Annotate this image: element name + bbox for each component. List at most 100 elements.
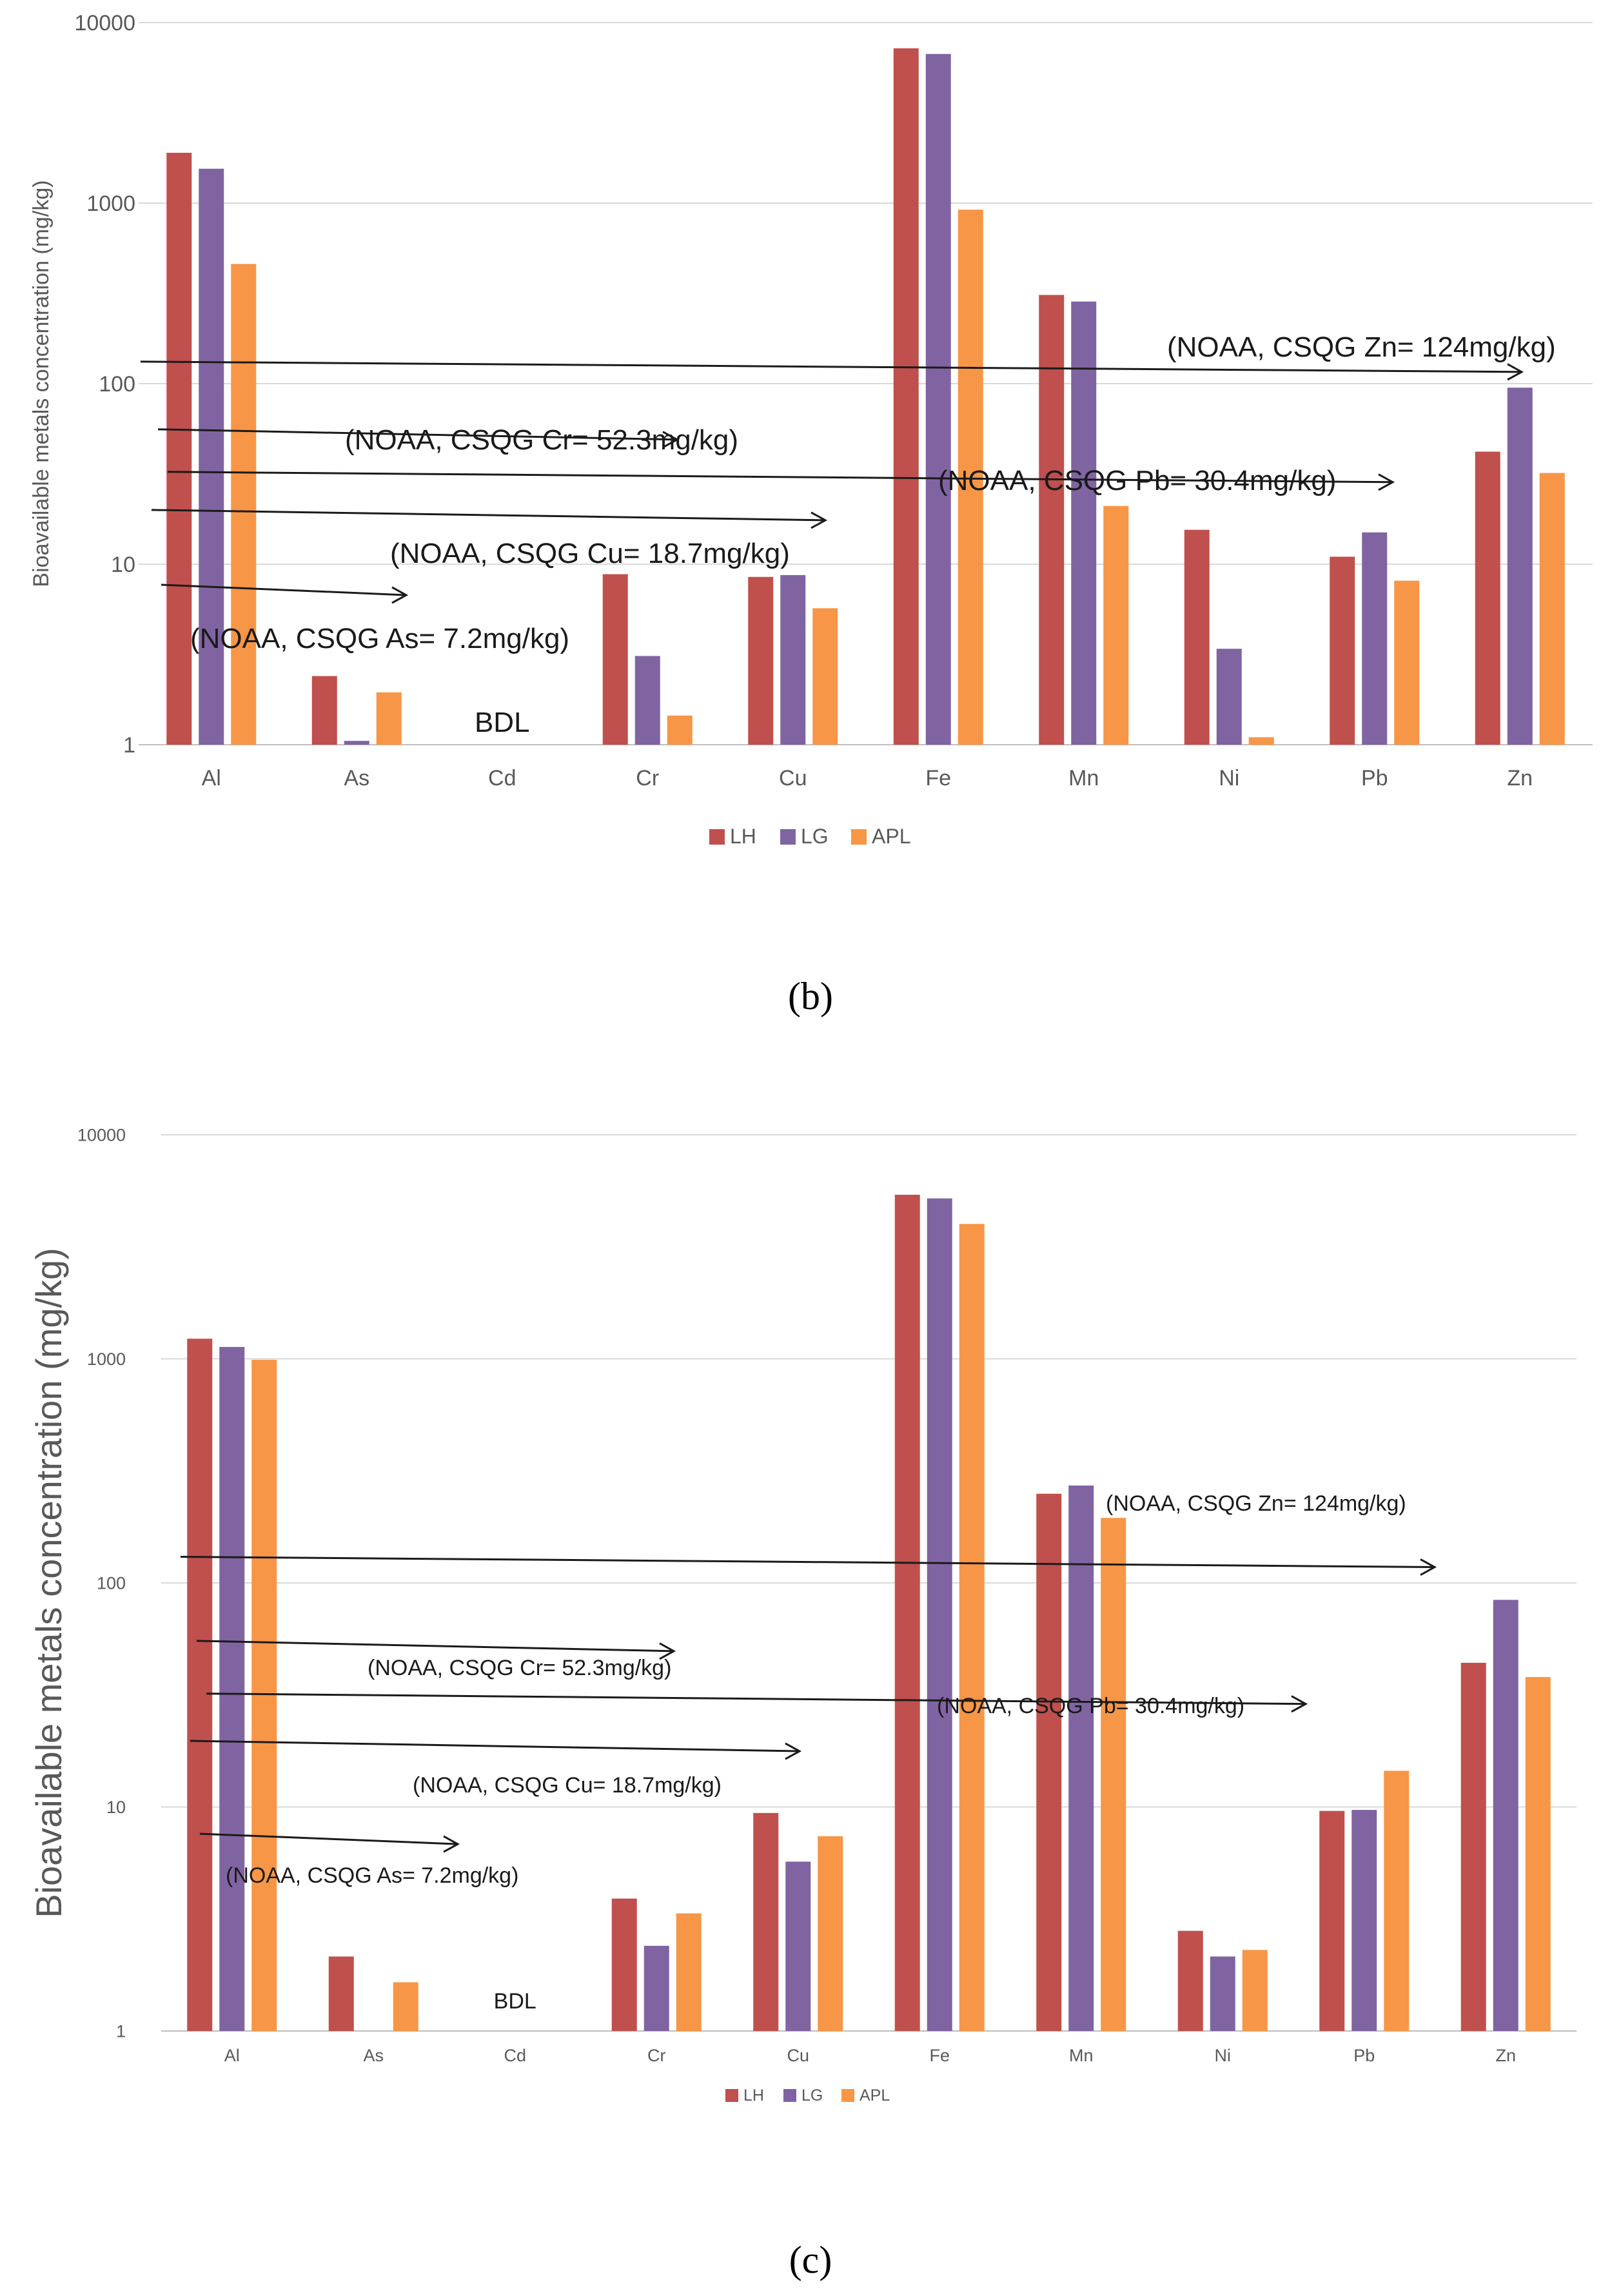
- bar-APL-Mn: [1103, 505, 1129, 745]
- x-tick-label: Zn: [1507, 766, 1533, 790]
- arrowhead: [391, 586, 409, 604]
- guideline-label: (NOAA, CSQG Zn= 124mg/kg): [1106, 1491, 1406, 1516]
- x-ticks-b: Al As Cd Cr Cu Fe Mn Ni Pb Zn: [202, 766, 1533, 790]
- legend-label-LG: LG: [801, 2086, 823, 2105]
- bar-LG-Cr: [643, 1945, 669, 2031]
- legend-swatch-LH: [709, 829, 725, 845]
- bar-LH-Cu: [748, 576, 774, 745]
- bars-b: [166, 48, 1565, 745]
- guideline-arrow: [161, 584, 407, 596]
- arrowhead: [1291, 1695, 1308, 1713]
- bar-LG-Pb: [1351, 1810, 1377, 2031]
- x-tick-label: Cu: [779, 766, 807, 790]
- bdl-label-c: BDL: [494, 1989, 536, 2014]
- y-tick-label: 1000: [86, 191, 135, 216]
- bar-APL-Al: [251, 1360, 277, 2031]
- arrowhead: [1507, 363, 1524, 381]
- bar-APL-Fe: [958, 210, 983, 745]
- x-tick-label: Mn: [1069, 2046, 1094, 2065]
- x-tick-label: Al: [202, 766, 221, 790]
- x-tick-label: Ni: [1215, 2046, 1232, 2065]
- x-tick-label: Ni: [1219, 766, 1239, 790]
- bar-LG-As: [344, 741, 369, 745]
- bar-APL-Cr: [667, 715, 693, 745]
- guideline-label: (NOAA, CSQG As= 7.2mg/kg): [226, 1863, 518, 1888]
- legend-label-LG: LG: [801, 825, 829, 848]
- bar-APL-Ni: [1242, 1950, 1268, 2031]
- guideline-arrow: [180, 1556, 1435, 1569]
- guideline-label: (NOAA, CSQG Cr= 52.3mg/kg): [345, 424, 738, 456]
- guideline-label: (NOAA, CSQG Cu= 18.7mg/kg): [413, 1773, 722, 1798]
- guideline-arrows-b: (NOAA, CSQG Zn= 124mg/kg) (NOAA, CSQG Cr=…: [140, 331, 1556, 654]
- bar-LG-Zn: [1493, 1600, 1518, 2031]
- arrowhead: [1420, 1558, 1437, 1576]
- y-tick-label: 1: [123, 733, 135, 758]
- legend-swatch-APL: [851, 829, 867, 845]
- y-ticks-c: 1 10 100 1000 10000: [77, 1125, 126, 2041]
- arrowhead: [785, 1742, 802, 1760]
- y-tick-label: 1: [116, 2021, 126, 2041]
- bar-LH-Cu: [753, 1812, 779, 2031]
- guideline-label: (NOAA, CSQG Cu= 18.7mg/kg): [390, 538, 790, 569]
- legend-swatch-APL: [841, 2089, 854, 2102]
- guideline-arrow: [206, 1693, 1306, 1705]
- guideline-label: (NOAA, CSQG As= 7.2mg/kg): [190, 623, 569, 654]
- bars-c: [187, 1194, 1551, 2031]
- y-tick-label: 10: [111, 553, 135, 577]
- bar-LH-Mn: [1039, 295, 1065, 745]
- bar-LH-Al: [166, 152, 192, 745]
- guideline-arrow: [167, 471, 1393, 484]
- y-ticks-b: 1 10 100 1000 10000: [74, 11, 135, 758]
- legend-swatch-LG: [783, 2089, 796, 2102]
- x-tick-label: Cr: [647, 2046, 666, 2065]
- bar-LH-Al: [187, 1339, 213, 2031]
- y-tick-label: 100: [99, 372, 135, 397]
- x-tick-label: Cu: [787, 2046, 809, 2065]
- guideline-label: (NOAA, CSQG Pb= 30.4mg/kg): [938, 465, 1336, 496]
- bar-LG-Mn: [1068, 1485, 1094, 2031]
- bar-APL-Ni: [1248, 737, 1274, 745]
- bar-LH-Cr: [611, 1898, 637, 2031]
- bar-APL-Cu: [818, 1836, 843, 2031]
- bar-LG-Cu: [780, 574, 806, 745]
- legend-label-LH: LH: [743, 2086, 764, 2105]
- bar-LG-Fe: [925, 54, 951, 745]
- bar-LH-Fe: [893, 48, 919, 745]
- guideline-arrow: [196, 1640, 674, 1653]
- bar-LG-Al: [219, 1347, 245, 2031]
- caption-c: (c): [789, 2239, 832, 2281]
- x-tick-label: Pb: [1353, 2046, 1375, 2065]
- bar-LH-Zn: [1460, 1662, 1486, 2031]
- guideline-label: (NOAA, CSQG Pb= 30.4mg/kg): [937, 1694, 1244, 1718]
- bar-APL-As: [376, 692, 402, 745]
- x-tick-label: Mn: [1068, 766, 1099, 790]
- bar-LH-Pb: [1319, 1810, 1345, 2031]
- chart-panel-b: 1 10 100 1000 10000 Bioavailable metals conc…: [29, 11, 1593, 1017]
- x-tick-label: Fe: [925, 766, 951, 790]
- bar-LG-Zn: [1507, 388, 1533, 745]
- bar-LH-Zn: [1475, 451, 1500, 745]
- x-tick-label: Cd: [488, 766, 516, 790]
- bar-LG-Cu: [785, 1861, 811, 2031]
- arrowhead: [662, 431, 680, 449]
- bar-LH-Ni: [1177, 1930, 1203, 2031]
- guideline-arrow: [199, 1832, 458, 1845]
- x-tick-label: As: [363, 2046, 384, 2065]
- y-tick-label: 10000: [74, 11, 135, 35]
- bar-LH-Mn: [1036, 1493, 1062, 2031]
- bar-LG-Cr: [634, 656, 660, 745]
- bar-LH-Fe: [894, 1194, 920, 2031]
- y-axis-label-b: Bioavailable metals concentration (mg/kg…: [29, 180, 54, 587]
- bar-APL-As: [393, 1982, 418, 2031]
- legend-swatch-LG: [780, 829, 796, 845]
- x-tick-label: Pb: [1361, 766, 1388, 790]
- bar-LG-Pb: [1362, 532, 1388, 745]
- bar-APL-Fe: [959, 1224, 985, 2031]
- arrowhead: [443, 1835, 460, 1853]
- y-tick-label: 10000: [77, 1125, 126, 1144]
- bar-APL-Zn: [1539, 473, 1565, 745]
- bar-APL-Pb: [1384, 1771, 1410, 2031]
- guideline-arrows-c: (NOAA, CSQG Zn= 124mg/kg) (NOAA, CSQG Cr=…: [180, 1491, 1437, 1888]
- bar-LH-As: [328, 1956, 354, 2031]
